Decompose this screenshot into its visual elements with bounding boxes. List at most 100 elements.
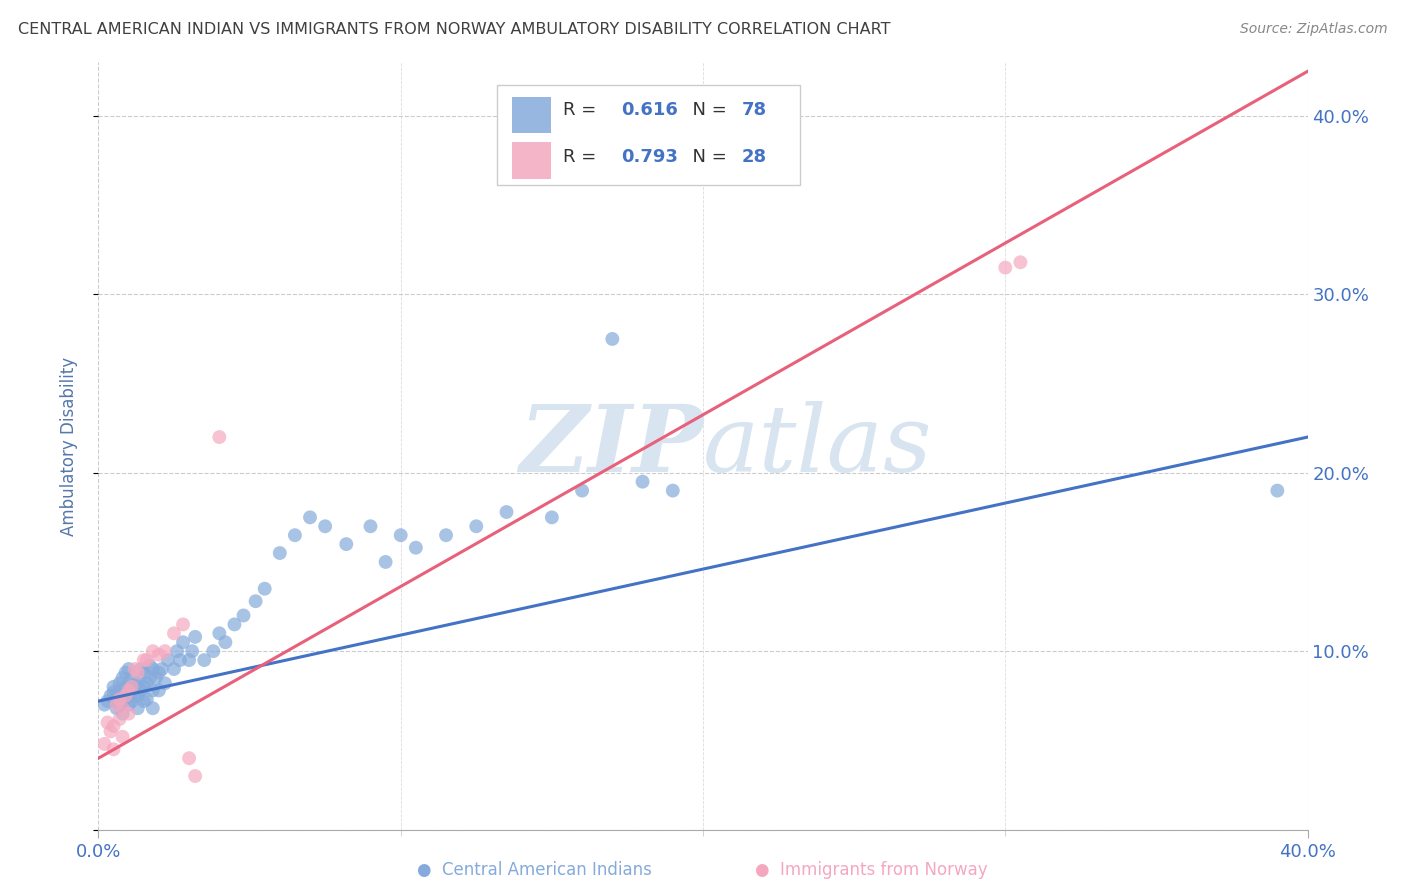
Point — [631, 475, 654, 489]
Point — [127, 689, 149, 703]
Point — [166, 644, 188, 658]
Point — [540, 510, 562, 524]
Point — [314, 519, 336, 533]
Text: Source: ZipAtlas.com: Source: ZipAtlas.com — [1240, 22, 1388, 37]
Point — [105, 689, 128, 703]
Point — [105, 701, 128, 715]
Point — [93, 698, 115, 712]
Point — [181, 644, 204, 658]
Point — [172, 617, 194, 632]
Point — [111, 701, 134, 715]
Point — [142, 662, 165, 676]
Text: ●  Central American Indians: ● Central American Indians — [416, 861, 652, 879]
Point — [214, 635, 236, 649]
Text: 78: 78 — [742, 102, 766, 120]
Point — [103, 719, 125, 733]
Point — [571, 483, 593, 498]
Point — [360, 519, 382, 533]
Text: R =: R = — [562, 148, 602, 166]
Point — [208, 626, 231, 640]
Point — [103, 742, 125, 756]
Point — [96, 715, 118, 730]
Point — [148, 648, 170, 662]
Point — [269, 546, 291, 560]
Point — [163, 662, 186, 676]
Point — [118, 706, 141, 721]
Point — [253, 582, 276, 596]
Point — [127, 676, 149, 690]
Point — [96, 694, 118, 708]
Y-axis label: Ambulatory Disability: Ambulatory Disability — [59, 357, 77, 535]
Point — [129, 662, 152, 676]
Text: atlas: atlas — [703, 401, 932, 491]
Point — [108, 712, 131, 726]
Point — [169, 653, 191, 667]
Point — [108, 676, 131, 690]
Point — [172, 635, 194, 649]
Point — [153, 644, 176, 658]
Point — [208, 430, 231, 444]
Text: 0.793: 0.793 — [621, 148, 678, 166]
Bar — [512, 143, 551, 179]
Text: CENTRAL AMERICAN INDIAN VS IMMIGRANTS FROM NORWAY AMBULATORY DISABILITY CORRELAT: CENTRAL AMERICAN INDIAN VS IMMIGRANTS FR… — [18, 22, 891, 37]
Text: 28: 28 — [742, 148, 766, 166]
Point — [156, 653, 179, 667]
Point — [105, 698, 128, 712]
Point — [108, 692, 131, 706]
Point — [132, 665, 155, 680]
Point — [132, 680, 155, 694]
Point — [118, 662, 141, 676]
Point — [389, 528, 412, 542]
Point — [135, 676, 157, 690]
Point — [193, 653, 215, 667]
Point — [245, 594, 267, 608]
Point — [299, 510, 322, 524]
Point — [132, 653, 155, 667]
Point — [994, 260, 1017, 275]
Point — [163, 626, 186, 640]
Point — [124, 689, 146, 703]
Text: 0.616: 0.616 — [621, 102, 678, 120]
Point — [135, 692, 157, 706]
Point — [135, 653, 157, 667]
Point — [405, 541, 427, 555]
Point — [111, 671, 134, 685]
Text: ZIP: ZIP — [519, 401, 703, 491]
Point — [202, 644, 225, 658]
Point — [142, 644, 165, 658]
Point — [184, 630, 207, 644]
Point — [93, 737, 115, 751]
Point — [661, 483, 683, 498]
Point — [103, 685, 125, 699]
Text: R =: R = — [562, 102, 602, 120]
Point — [142, 683, 165, 698]
Point — [465, 519, 488, 533]
Point — [1010, 255, 1032, 269]
Point — [284, 528, 307, 542]
Point — [139, 671, 162, 685]
Point — [111, 694, 134, 708]
Text: ●  Immigrants from Norway: ● Immigrants from Norway — [755, 861, 988, 879]
Point — [148, 665, 170, 680]
Point — [184, 769, 207, 783]
Point — [335, 537, 357, 551]
Point — [127, 701, 149, 715]
Point — [100, 724, 122, 739]
Point — [150, 662, 173, 676]
Point — [124, 676, 146, 690]
Point — [127, 665, 149, 680]
Point — [434, 528, 457, 542]
Point — [118, 689, 141, 703]
Bar — [512, 96, 551, 133]
Point — [142, 701, 165, 715]
Point — [114, 680, 136, 694]
Point — [374, 555, 396, 569]
Point — [108, 698, 131, 712]
Point — [111, 730, 134, 744]
Point — [232, 608, 254, 623]
Point — [121, 683, 143, 698]
Text: N =: N = — [682, 148, 733, 166]
Point — [139, 658, 162, 673]
Point — [121, 680, 143, 694]
Point — [111, 706, 134, 721]
